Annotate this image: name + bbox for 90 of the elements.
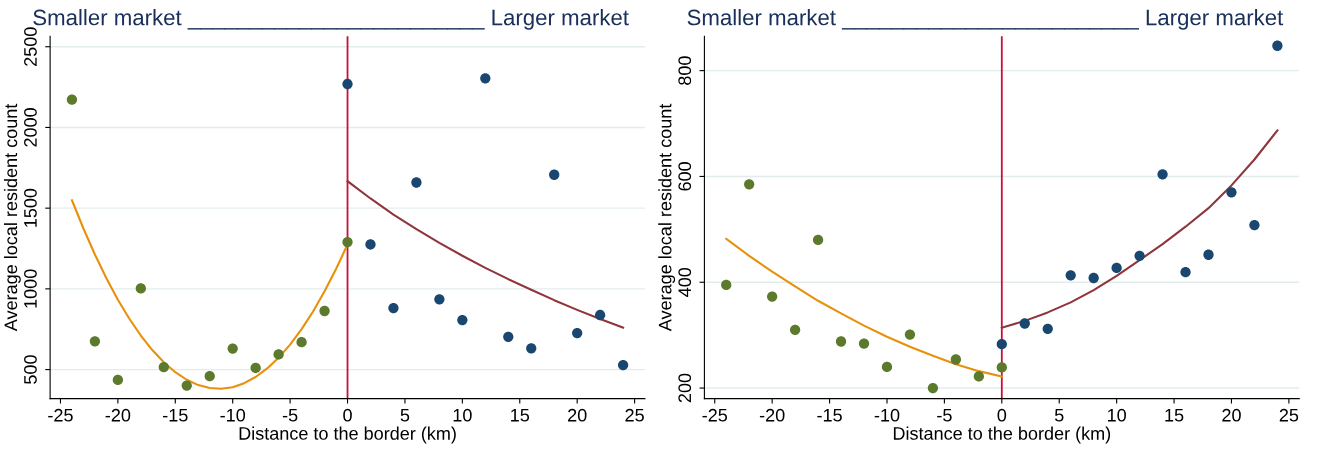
x-tick-label: -10 [874,408,900,422]
point [572,327,583,339]
y-axis-title: Average local resident count [3,103,21,332]
point [181,380,192,391]
point [617,359,629,371]
x-tick-label: 10 [453,408,472,422]
point [973,371,984,382]
point [549,169,560,180]
point [858,338,870,349]
y-tick-label: 200 [678,373,692,403]
point [135,283,146,294]
x-tick-label: 10 [1107,408,1126,422]
y-tick-label: 1000 [24,269,37,308]
point [1088,272,1099,284]
point [296,336,307,348]
x-tick-label: -25 [48,408,73,422]
point [744,179,755,190]
point [319,305,330,317]
x-tick-label: -20 [105,408,131,422]
point [503,331,514,342]
y-tick-label: 500 [24,355,37,384]
x-tick-label: 25 [1279,408,1299,422]
point [950,354,962,365]
x-tick-label: -15 [817,409,842,422]
x-tick-label: 0 [343,408,352,422]
line-series [1000,129,1279,329]
point [1042,323,1053,334]
point [721,279,732,291]
chart-title: Smaller market ________________________ Larger market [687,9,1284,30]
point [250,362,261,374]
y-tick-label: 600 [678,162,692,191]
point [789,324,801,336]
x-tick-label: -15 [163,409,188,422]
x-tick-label: -5 [282,409,298,422]
x-tick-label: -20 [759,408,785,422]
x-tick-label: 20 [1222,408,1241,422]
point [996,339,1007,350]
point [89,336,101,347]
y-axis-title: Average local resident count [658,103,676,332]
y-tick-label: 2000 [24,108,37,147]
line-series [346,180,625,329]
point [1203,249,1214,260]
point [434,294,445,305]
point [996,362,1007,373]
point [1065,270,1076,281]
x-tick-label: 15 [511,409,530,422]
x-tick-label: -5 [937,409,952,422]
x-tick-label: 25 [625,408,644,422]
point [365,239,376,250]
y-tick-label: 1500 [24,188,37,227]
x-tick-label: 5 [1054,409,1064,422]
point [812,234,824,246]
point [273,349,284,360]
point [480,73,491,84]
point [904,329,916,340]
point [227,343,238,354]
x-tick-label: 0 [997,408,1007,422]
point [1134,250,1145,261]
point [1180,267,1191,278]
point [927,382,939,394]
x-tick-label: -25 [702,408,728,422]
point [1249,219,1260,231]
x-tick-label: 15 [1165,409,1184,422]
x-tick-label: 20 [568,408,587,422]
x-axis-title: Distance to the border (km) [239,426,456,444]
point [342,78,353,90]
point [1157,169,1168,180]
point [204,371,215,382]
point [457,314,468,326]
point [411,177,422,188]
x-tick-label: -10 [220,408,246,422]
y-tick-label: 800 [678,56,692,85]
point [767,291,778,302]
point [1226,187,1237,198]
point [388,302,399,314]
point [526,343,537,354]
point [881,361,893,373]
point [1272,40,1283,51]
point [1019,318,1030,329]
x-tick-label: 5 [400,409,410,422]
point [158,362,169,373]
point [595,309,606,321]
point [342,236,353,248]
y-tick-label: 2500 [24,27,37,66]
x-axis-title: Distance to the border (km) [893,426,1111,444]
point [835,336,847,347]
point [1111,262,1122,274]
point [66,94,78,105]
y-tick-label: 400 [678,267,692,297]
point [112,374,124,386]
